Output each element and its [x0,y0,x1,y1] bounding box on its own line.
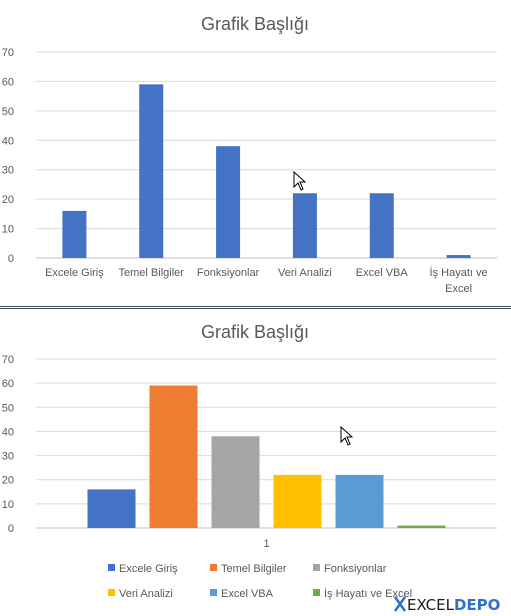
chart-bottom-y-tick-label: 50 [2,402,14,414]
chart-top-gridlines [36,51,497,259]
legend-label: İş Hayatı ve Excel [324,587,412,600]
chart-bottom-bar[interactable] [149,385,198,528]
chart-top-category-label: Excel [445,283,472,295]
chart-top-bar[interactable] [216,146,241,258]
excel-depo-logo: EXCELDEPO [393,594,505,614]
chart-top-category-label: Fonksiyonlar [197,267,260,279]
chart-top-svg: Grafik Başlığı 0 10 20 30 40 50 60 70 Excele Gi… [2,14,497,295]
chart-top-y-tick-label: 40 [2,135,14,147]
logo-text-excel: EXCEL [407,596,454,614]
mouse-cursor-icon [340,426,354,446]
chart-top-y-ticks: 0 10 20 30 40 50 60 70 [2,47,14,265]
chart-bottom-bar[interactable] [87,489,136,528]
legend-swatch [108,564,115,571]
chart-top-y-tick-label: 10 [2,224,14,236]
legend-item[interactable]: Fonksiyonlar [313,563,387,575]
chart-bottom-bar[interactable] [273,474,322,528]
legend-label: Temel Bilgiler [221,563,287,575]
chart-top-y-tick-label: 20 [2,194,14,206]
legend-swatch [108,589,115,596]
legend-item[interactable]: İş Hayatı ve Excel [313,587,412,600]
legend-label: Excel VBA [221,588,274,600]
chart-bottom-bars [87,385,446,528]
chart-bottom-title[interactable]: Grafik Başlığı [201,322,309,342]
legend-swatch [210,589,217,596]
chart-bottom-legend[interactable]: Excele Giriş Temel Bilgiler Fonksiyonlar Ve… [108,563,412,600]
chart-bottom-y-tick-label: 0 [8,523,14,535]
chart-top[interactable]: Grafik Başlığı 0 10 20 30 40 50 60 70 Excele Gi… [0,0,511,307]
chart-top-bar[interactable] [292,193,317,258]
chart-bottom[interactable]: Grafik Başlığı 0 10 20 30 40 50 60 70 1 Excele … [0,308,511,616]
chart-top-category-label: Excel VBA [356,267,409,279]
chart-bottom-bar[interactable] [397,525,446,528]
legend-label: Excele Giriş [119,563,178,575]
legend-item[interactable]: Excele Giriş [108,563,178,575]
logo-text-depo: DEPO [453,596,501,614]
chart-bottom-svg: Grafik Başlığı 0 10 20 30 40 50 60 70 1 Excele … [2,322,497,600]
chart-top-bar[interactable] [446,255,471,258]
chart-top-bars [62,84,471,258]
chart-top-y-tick-label: 50 [2,106,14,118]
chart-top-bar[interactable] [62,210,87,258]
chart-bottom-bar[interactable] [335,474,384,528]
chart-bottom-category-label: 1 [263,538,269,550]
legend-item[interactable]: Excel VBA [210,588,274,600]
chart-bottom-y-tick-label: 30 [2,451,14,463]
legend-item[interactable]: Veri Analizi [108,588,173,600]
chart-top-category-labels: Excele Giriş Temel Bilgiler Fonksiyonlar Ve… [45,266,488,295]
legend-item[interactable]: Temel Bilgiler [210,563,287,575]
chart-top-y-tick-label: 70 [2,47,14,59]
chart-bottom-y-tick-label: 20 [2,475,14,487]
chart-top-category-label: Temel Bilgiler [119,267,185,279]
chart-bottom-bar[interactable] [211,436,260,528]
chart-top-y-tick-label: 30 [2,165,14,177]
chart-bottom-y-tick-label: 60 [2,378,14,390]
chart-top-category-label: İş Hayatı ve [430,266,488,279]
legend-swatch [313,564,320,571]
chart-top-y-tick-label: 60 [2,76,14,88]
mouse-cursor-icon [293,171,307,191]
legend-label: Veri Analizi [119,588,173,600]
chart-bottom-y-tick-label: 70 [2,354,14,366]
logo-mark-icon [393,596,407,612]
chart-bottom-y-tick-label: 40 [2,426,14,438]
legend-swatch [313,589,320,596]
chart-top-bar[interactable] [139,84,164,258]
chart-top-title[interactable]: Grafik Başlığı [201,14,309,34]
chart-bottom-y-ticks: 0 10 20 30 40 50 60 70 [2,354,14,535]
chart-bottom-y-tick-label: 10 [2,499,14,511]
legend-swatch [210,564,217,571]
chart-top-category-label: Excele Giriş [45,267,104,279]
chart-top-y-tick-label: 0 [8,253,14,265]
chart-top-category-label: Veri Analizi [278,267,332,279]
chart-top-bar[interactable] [369,193,394,258]
legend-label: Fonksiyonlar [324,563,387,575]
